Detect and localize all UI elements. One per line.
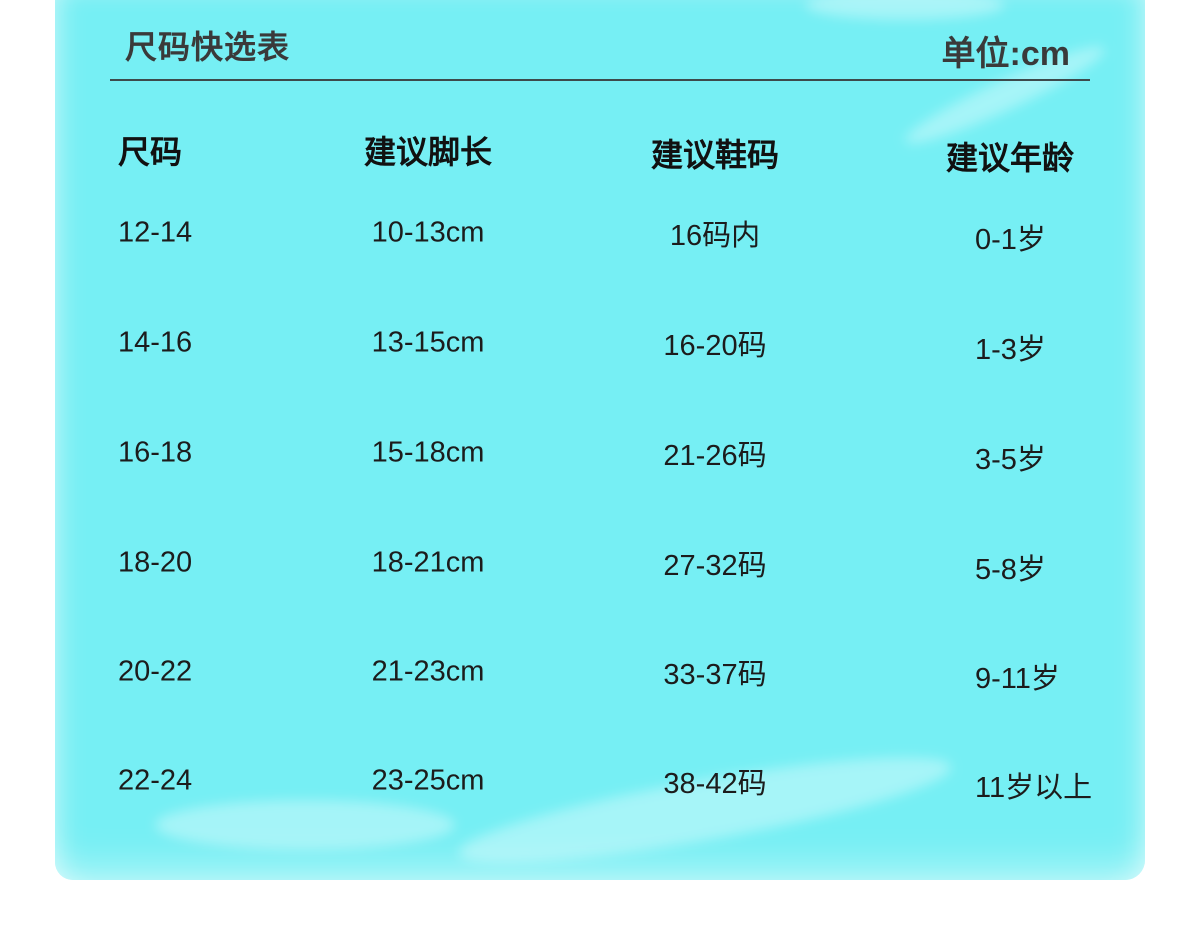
column-header-size: 尺码 bbox=[118, 134, 183, 170]
shoe-size-cell: 21-26码 bbox=[663, 440, 767, 472]
shoe-size-cell: 16-20码 bbox=[663, 330, 767, 362]
size-cell: 18-20 bbox=[118, 546, 193, 579]
size-cell: 14-16 bbox=[118, 326, 193, 359]
unit-label: 单位:cm bbox=[941, 35, 1070, 73]
paint-streak bbox=[453, 737, 957, 883]
paint-streak bbox=[155, 800, 455, 850]
foot-length-cell: 13-15cm bbox=[371, 326, 485, 359]
size-cell: 12-14 bbox=[118, 216, 193, 249]
foot-length-cell: 21-23cm bbox=[371, 655, 485, 688]
shoe-size-cell: 16码内 bbox=[669, 220, 761, 252]
size-cell: 20-22 bbox=[118, 655, 193, 688]
size-cell: 22-24 bbox=[118, 764, 193, 797]
header-divider bbox=[110, 79, 1090, 81]
shoe-size-cell: 27-32码 bbox=[663, 550, 767, 582]
foot-length-cell: 23-25cm bbox=[371, 764, 485, 797]
size-chart-panel bbox=[55, 0, 1145, 883]
foot-length-cell: 15-18cm bbox=[371, 436, 485, 469]
age-cell: 1-3岁 bbox=[975, 334, 1046, 366]
shoe-size-cell: 33-37码 bbox=[663, 659, 767, 691]
foot-length-cell: 18-21cm bbox=[371, 546, 485, 579]
age-cell: 0-1岁 bbox=[975, 224, 1046, 256]
shoe-size-cell: 38-42码 bbox=[663, 768, 767, 800]
size-cell: 16-18 bbox=[118, 436, 193, 469]
age-cell: 5-8岁 bbox=[975, 554, 1046, 586]
paint-streak bbox=[805, 0, 1005, 20]
column-header-shoe-size: 建议鞋码 bbox=[650, 137, 780, 173]
foot-length-cell: 10-13cm bbox=[371, 216, 485, 249]
page-title: 尺码快选表 bbox=[125, 29, 291, 65]
column-header-age: 建议年龄 bbox=[945, 140, 1075, 176]
age-cell: 9-11岁 bbox=[975, 663, 1060, 695]
column-header-foot-length: 建议脚长 bbox=[363, 134, 493, 170]
age-cell: 11岁以上 bbox=[975, 772, 1093, 804]
age-cell: 3-5岁 bbox=[975, 444, 1046, 476]
